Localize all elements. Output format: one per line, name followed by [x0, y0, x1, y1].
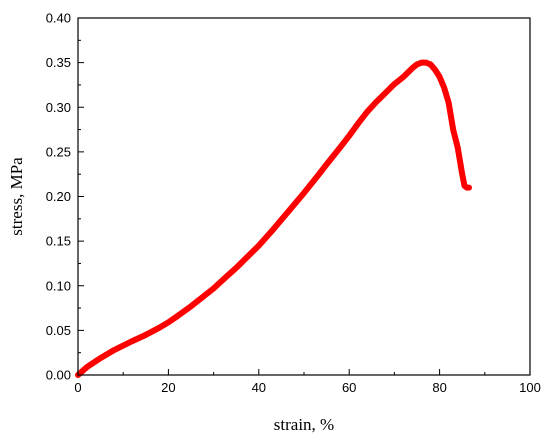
x-tick-label: 20 [161, 380, 175, 395]
axis-ticks: 0 20 40 60 80 100 0.00 0.05 0.10 0.15 0.20 0.25 0.30… [46, 11, 541, 396]
y-tick-label: 0.35 [46, 55, 71, 70]
x-tick-label: 40 [252, 380, 266, 395]
y-axis-title: stress, MPa [7, 157, 26, 236]
y-tick-label: 0.05 [46, 323, 71, 338]
x-axis-title: strain, % [274, 415, 334, 434]
y-tick-label: 0.10 [46, 278, 71, 293]
y-tick-label: 0.15 [46, 234, 71, 249]
x-tick-label: 100 [519, 380, 541, 395]
x-tick-label: 80 [432, 380, 446, 395]
y-tick-label: 0.40 [46, 11, 71, 26]
x-tick-label: 0 [74, 380, 81, 395]
plot-area [75, 59, 472, 378]
y-tick-label: 0.00 [46, 368, 71, 383]
x-tick-label: 60 [342, 380, 356, 395]
y-tick-label: 0.25 [46, 144, 71, 159]
y-tick-label: 0.20 [46, 189, 71, 204]
y-tick-label: 0.30 [46, 100, 71, 115]
stress-strain-curve [75, 59, 472, 378]
